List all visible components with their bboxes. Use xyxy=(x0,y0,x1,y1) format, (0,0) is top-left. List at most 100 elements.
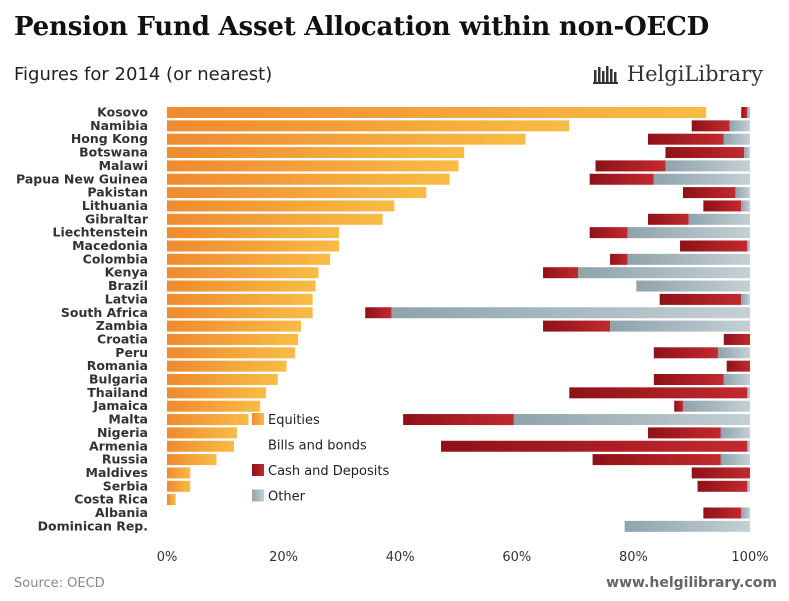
legend-label-equities: Equities xyxy=(268,413,320,428)
bar-zambia-other xyxy=(610,320,750,332)
bar-hong-kong-other xyxy=(723,133,750,145)
library-logo-icon xyxy=(592,66,618,84)
bar-costa-rica-bills-and-bonds xyxy=(175,494,750,506)
bar-serbia-cash-and-deposits xyxy=(697,480,748,492)
website-link[interactable]: www.helgilibrary.com xyxy=(606,575,777,591)
x-tick-label: 80% xyxy=(619,550,648,565)
bar-liechtenstein-cash-and-deposits xyxy=(589,227,628,239)
bar-romania-cash-and-deposits xyxy=(726,360,750,372)
bar-malawi-equities xyxy=(167,160,459,172)
bar-maldives-cash-and-deposits xyxy=(691,467,750,479)
bar-brazil-other xyxy=(636,280,750,292)
bar-serbia-equities xyxy=(167,480,191,492)
brand-logo[interactable]: HelgiLibrary xyxy=(592,62,763,86)
legend-label-cash-and-deposits: Cash and Deposits xyxy=(268,464,389,479)
chart-title: Pension Fund Asset Allocation within non… xyxy=(14,12,709,42)
bar-jamaica-cash-and-deposits xyxy=(674,400,683,412)
bar-armenia-other xyxy=(747,440,751,452)
bar-hong-kong-equities xyxy=(167,133,526,145)
bar-malawi-other xyxy=(665,160,750,172)
bar-thailand-equities xyxy=(167,387,267,399)
bar-namibia-cash-and-deposits xyxy=(691,120,730,132)
bar-pakistan-other xyxy=(735,187,750,199)
x-tick-label: 20% xyxy=(269,550,298,565)
bar-kosovo-equities xyxy=(167,107,707,118)
bar-lithuania-cash-and-deposits xyxy=(703,200,742,212)
category-label: Namibia xyxy=(90,118,148,133)
bar-namibia-bills-and-bonds xyxy=(569,120,692,132)
category-label: Serbia xyxy=(103,478,148,493)
source-note: Source: OECD xyxy=(14,576,105,591)
bar-macedonia-cash-and-deposits xyxy=(680,240,748,252)
legend-swatch-other xyxy=(252,489,264,502)
category-label: Colombia xyxy=(83,251,148,266)
bar-russia-other xyxy=(720,454,750,466)
bar-russia-equities xyxy=(167,454,217,466)
category-label: Papua New Guinea xyxy=(16,171,148,186)
bar-jamaica-bills-and-bonds xyxy=(260,400,675,412)
category-label: Bulgaria xyxy=(89,372,148,387)
bar-serbia-bills-and-bonds xyxy=(190,480,698,492)
category-label: Dominican Rep. xyxy=(38,518,148,533)
bar-zambia-equities xyxy=(167,320,302,332)
category-label: Armenia xyxy=(89,438,148,453)
bar-colombia-other xyxy=(627,253,750,265)
bar-armenia-equities xyxy=(167,440,235,452)
bar-south-africa-cash-and-deposits xyxy=(365,307,392,319)
bar-liechtenstein-equities xyxy=(167,227,339,239)
bar-peru-other xyxy=(717,347,750,359)
bar-papua-new-guinea-cash-and-deposits xyxy=(589,173,654,185)
bar-russia-bills-and-bonds xyxy=(216,454,593,466)
category-label: Albania xyxy=(95,505,148,520)
category-label: Liechtenstein xyxy=(53,225,148,240)
bar-peru-cash-and-deposits xyxy=(653,347,718,359)
bar-armenia-cash-and-deposits xyxy=(441,440,748,452)
category-label: Zambia xyxy=(96,318,148,333)
bar-gibraltar-equities xyxy=(167,213,383,225)
category-label: Hong Kong xyxy=(71,131,148,146)
bar-gibraltar-cash-and-deposits xyxy=(647,213,689,225)
bar-kosovo-cash-and-deposits xyxy=(741,107,748,118)
category-label: South Africa xyxy=(61,305,148,320)
bar-nigeria-cash-and-deposits xyxy=(647,427,721,439)
chart-subtitle: Figures for 2014 (or nearest) xyxy=(14,64,273,85)
bar-thailand-bills-and-bonds xyxy=(266,387,570,399)
bar-kenya-cash-and-deposits xyxy=(543,267,579,279)
category-label: Romania xyxy=(87,358,148,373)
category-label: Kosovo xyxy=(97,105,148,120)
bar-latvia-equities xyxy=(167,293,313,305)
bar-papua-new-guinea-bills-and-bonds xyxy=(449,173,590,185)
bar-colombia-cash-and-deposits xyxy=(610,253,628,265)
bar-lithuania-equities xyxy=(167,200,395,212)
bar-colombia-equities xyxy=(167,253,331,265)
bar-kenya-equities xyxy=(167,267,319,279)
bar-jamaica-other xyxy=(682,400,751,412)
bar-peru-bills-and-bonds xyxy=(295,347,654,359)
bar-armenia-bills-and-bonds xyxy=(234,440,442,452)
bar-maldives-equities xyxy=(167,467,191,479)
bar-bulgaria-cash-and-deposits xyxy=(653,374,724,385)
bar-colombia-bills-and-bonds xyxy=(330,253,611,265)
bar-macedonia-equities xyxy=(167,240,339,252)
bar-bulgaria-other xyxy=(723,374,750,385)
category-label: Latvia xyxy=(105,291,148,306)
bar-kenya-bills-and-bonds xyxy=(318,267,544,279)
category-label: Nigeria xyxy=(97,425,148,440)
bar-kenya-other xyxy=(578,267,751,279)
bar-costa-rica-equities xyxy=(167,494,176,506)
bar-maldives-bills-and-bonds xyxy=(190,467,692,479)
brand-name: HelgiLibrary xyxy=(626,62,763,86)
bar-croatia-bills-and-bonds xyxy=(298,333,724,345)
bar-malta-other xyxy=(513,414,750,426)
legend-label-bills-and-bonds: Bills and bonds xyxy=(268,439,367,454)
x-tick-label: 100% xyxy=(731,550,768,565)
category-label: Jamaica xyxy=(92,398,148,413)
bar-liechtenstein-bills-and-bonds xyxy=(338,227,590,239)
category-label: Peru xyxy=(115,345,148,360)
bar-nigeria-bills-and-bonds xyxy=(236,427,648,439)
bar-botswana-equities xyxy=(167,147,465,159)
bar-brazil-equities xyxy=(167,280,316,292)
bar-dominican-rep-bills-and-bonds xyxy=(167,520,625,532)
bar-albania-bills-and-bonds xyxy=(167,507,704,519)
